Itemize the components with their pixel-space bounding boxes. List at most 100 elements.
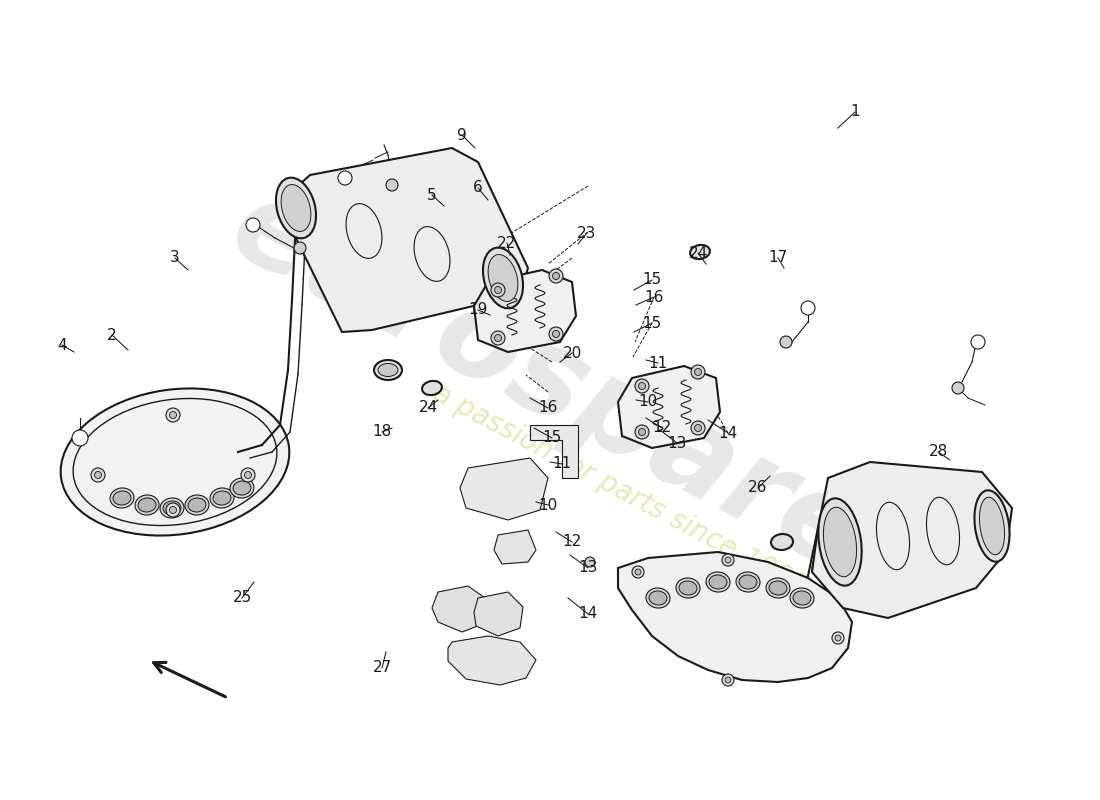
Text: 1: 1	[850, 105, 860, 119]
Ellipse shape	[378, 363, 398, 377]
Circle shape	[635, 569, 641, 575]
Polygon shape	[530, 425, 578, 478]
Circle shape	[549, 327, 563, 341]
Circle shape	[166, 503, 180, 517]
Text: 19: 19	[469, 302, 487, 318]
Circle shape	[635, 379, 649, 393]
Circle shape	[166, 408, 180, 422]
Text: 13: 13	[668, 435, 686, 450]
Circle shape	[832, 632, 844, 644]
Circle shape	[952, 382, 964, 394]
Text: 6: 6	[473, 181, 483, 195]
Text: 14: 14	[718, 426, 738, 441]
Circle shape	[632, 566, 644, 578]
Ellipse shape	[824, 507, 857, 577]
Circle shape	[722, 674, 734, 686]
Ellipse shape	[160, 498, 184, 518]
Ellipse shape	[739, 575, 757, 589]
Ellipse shape	[706, 572, 730, 592]
Text: 16: 16	[538, 401, 558, 415]
Text: 5: 5	[427, 187, 437, 202]
Text: 24: 24	[689, 246, 707, 261]
Ellipse shape	[679, 581, 697, 595]
Ellipse shape	[282, 185, 311, 231]
Text: 14: 14	[579, 606, 597, 622]
Text: 15: 15	[642, 315, 661, 330]
Ellipse shape	[690, 245, 710, 259]
Circle shape	[691, 421, 705, 435]
Circle shape	[95, 471, 101, 478]
Text: 16: 16	[645, 290, 663, 305]
Polygon shape	[474, 270, 576, 352]
Circle shape	[491, 283, 505, 297]
Ellipse shape	[818, 498, 861, 586]
Circle shape	[244, 471, 252, 478]
Polygon shape	[494, 530, 536, 564]
Circle shape	[725, 677, 732, 683]
Circle shape	[495, 334, 502, 342]
Circle shape	[491, 331, 505, 345]
Polygon shape	[288, 148, 528, 332]
Text: 18: 18	[373, 425, 392, 439]
Circle shape	[91, 468, 104, 482]
Text: 2: 2	[107, 327, 117, 342]
Circle shape	[725, 557, 732, 563]
Text: 9: 9	[458, 127, 466, 142]
Ellipse shape	[138, 498, 156, 512]
Ellipse shape	[422, 381, 442, 395]
Polygon shape	[474, 592, 522, 636]
Circle shape	[72, 430, 88, 446]
Circle shape	[294, 242, 306, 254]
Ellipse shape	[233, 481, 251, 495]
Polygon shape	[618, 366, 720, 448]
Ellipse shape	[676, 578, 700, 598]
Circle shape	[801, 301, 815, 315]
Text: 25: 25	[232, 590, 252, 606]
Text: a passion for parts since 1985: a passion for parts since 1985	[428, 379, 812, 601]
Ellipse shape	[769, 581, 786, 595]
Ellipse shape	[213, 491, 231, 505]
Ellipse shape	[790, 588, 814, 608]
Ellipse shape	[110, 488, 134, 508]
Ellipse shape	[766, 578, 790, 598]
Ellipse shape	[135, 495, 160, 515]
Text: 12: 12	[652, 421, 672, 435]
Circle shape	[169, 411, 176, 418]
Text: 3: 3	[170, 250, 180, 266]
Circle shape	[691, 365, 705, 379]
Circle shape	[246, 218, 260, 232]
Circle shape	[971, 335, 984, 349]
Text: 4: 4	[57, 338, 67, 353]
Ellipse shape	[113, 491, 131, 505]
Ellipse shape	[736, 572, 760, 592]
Text: 27: 27	[373, 661, 392, 675]
Text: 15: 15	[542, 430, 562, 446]
Circle shape	[694, 369, 702, 375]
Text: 22: 22	[497, 235, 517, 250]
Ellipse shape	[710, 575, 727, 589]
Ellipse shape	[649, 591, 667, 605]
Ellipse shape	[188, 498, 206, 512]
Text: 11: 11	[648, 355, 668, 370]
Circle shape	[835, 635, 842, 641]
Ellipse shape	[210, 488, 234, 508]
Ellipse shape	[488, 254, 518, 302]
Circle shape	[386, 179, 398, 191]
Polygon shape	[448, 636, 536, 685]
Text: 26: 26	[748, 481, 768, 495]
Text: 11: 11	[552, 457, 572, 471]
Circle shape	[635, 425, 649, 439]
Text: 15: 15	[642, 273, 661, 287]
Circle shape	[638, 382, 646, 390]
Polygon shape	[432, 586, 488, 632]
Circle shape	[241, 468, 255, 482]
Circle shape	[552, 330, 560, 338]
Ellipse shape	[646, 588, 670, 608]
Polygon shape	[812, 462, 1012, 618]
Circle shape	[638, 429, 646, 435]
Text: 20: 20	[562, 346, 582, 361]
Ellipse shape	[771, 534, 793, 550]
Ellipse shape	[230, 478, 254, 498]
Ellipse shape	[975, 490, 1010, 562]
Ellipse shape	[793, 591, 811, 605]
